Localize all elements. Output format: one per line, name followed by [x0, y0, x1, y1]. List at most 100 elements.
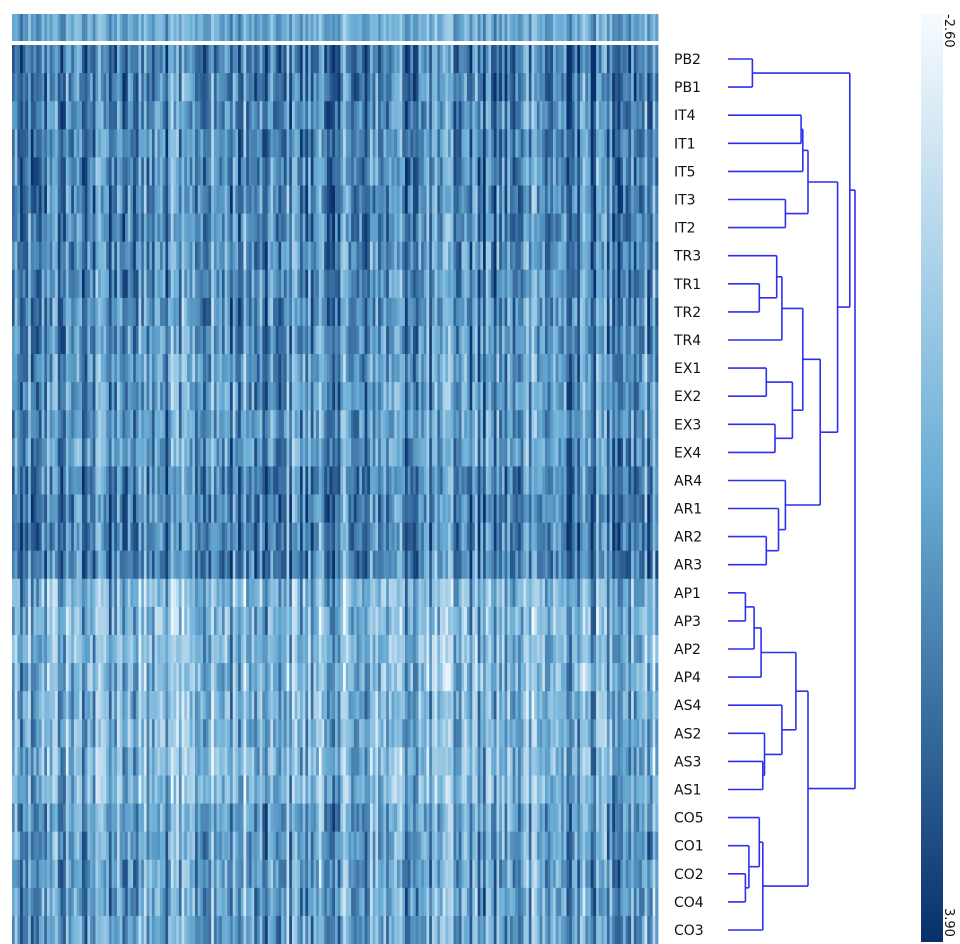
heatmap-cell [356, 157, 360, 186]
heatmap-cell [577, 494, 581, 523]
heatmap-cell [122, 297, 126, 327]
heatmap-cell [604, 382, 608, 411]
heatmap-cell [442, 241, 446, 271]
heatmap-cell [254, 213, 258, 243]
heatmap-cell [343, 354, 347, 383]
heatmap-cell [116, 73, 121, 102]
heatmap-cell [291, 213, 296, 243]
heatmap-cell [267, 578, 271, 608]
column-annotation-cell [310, 14, 314, 41]
heatmap-cell [453, 382, 457, 411]
heatmap-cell [76, 578, 80, 608]
heatmap-cell [369, 325, 374, 355]
heatmap-cell [176, 101, 180, 130]
heatmap-cell [450, 325, 454, 355]
heatmap-cell [536, 550, 540, 580]
heatmap-cell [270, 157, 274, 186]
heatmap-cell [348, 382, 352, 411]
heatmap-cell [431, 522, 435, 552]
heatmap-cell [577, 45, 581, 74]
heatmap-cell [130, 438, 134, 467]
heatmap-cell [294, 354, 298, 383]
heatmap-cell [509, 185, 514, 214]
heatmap-cell [165, 45, 169, 74]
heatmap-cell [378, 73, 382, 102]
heatmap-cell [300, 185, 304, 214]
heatmap-cell [474, 578, 479, 608]
heatmap-cell [386, 522, 390, 552]
heatmap-cell [348, 438, 352, 467]
heatmap-cell [41, 550, 45, 580]
heatmap-cell [57, 213, 61, 243]
heatmap-cell [461, 185, 465, 214]
heatmap-cell [523, 101, 527, 130]
heatmap-cell [461, 297, 465, 327]
heatmap-cell [240, 494, 244, 523]
heatmap-cell [585, 382, 589, 411]
heatmap-cell [501, 185, 505, 214]
heatmap-cell [20, 410, 24, 439]
heatmap-cell [151, 241, 156, 271]
heatmap-cell [526, 73, 530, 102]
heatmap-cell [273, 578, 277, 608]
heatmap-cell [585, 157, 589, 186]
heatmap-cell [181, 410, 185, 439]
heatmap-cell [523, 73, 527, 102]
heatmap-cell [238, 45, 242, 74]
heatmap-cell [246, 438, 250, 467]
heatmap-cell [103, 466, 107, 495]
heatmap-cell [461, 157, 465, 186]
heatmap-cell [553, 382, 557, 411]
heatmap-cell [329, 410, 333, 439]
heatmap-cell [633, 382, 637, 411]
heatmap-cell [601, 101, 605, 130]
heatmap-cell [68, 213, 72, 243]
heatmap-cell [340, 157, 344, 186]
heatmap-cell [464, 297, 468, 327]
heatmap-cell [590, 157, 594, 186]
heatmap-cell [33, 578, 37, 608]
heatmap-cell [200, 522, 204, 552]
heatmap-cell [383, 269, 387, 299]
heatmap-cell [265, 466, 269, 495]
heatmap-cell [474, 269, 479, 299]
heatmap-cell [439, 410, 444, 439]
column-annotation-cell [450, 14, 454, 41]
heatmap-cell [22, 410, 26, 439]
heatmap-cell [286, 297, 290, 327]
heatmap-cell [232, 550, 236, 580]
heatmap-cell [343, 45, 347, 74]
heatmap-cell [143, 550, 147, 580]
heatmap-cell [25, 382, 29, 411]
heatmap-cell [275, 354, 279, 383]
heatmap-cell [474, 129, 479, 158]
heatmap-cell [421, 578, 425, 608]
heatmap-cell [122, 438, 126, 467]
heatmap-cell [195, 213, 199, 243]
heatmap-cell [555, 297, 559, 327]
heatmap-cell [103, 410, 107, 439]
column-annotation-cell [612, 14, 616, 41]
heatmap-cell [415, 550, 419, 580]
heatmap-cell [326, 494, 331, 523]
heatmap-cell [413, 101, 417, 130]
heatmap-cell [649, 241, 654, 271]
heatmap-cell [526, 213, 530, 243]
heatmap-cell [114, 354, 118, 383]
column-annotation-cell [170, 14, 174, 41]
heatmap-cell [528, 522, 532, 552]
heatmap-cell [652, 438, 656, 467]
heatmap-cell [25, 129, 29, 158]
heatmap-cell [655, 354, 659, 383]
heatmap-cell [421, 325, 425, 355]
heatmap-cell [558, 101, 562, 130]
heatmap-cell [92, 578, 96, 608]
heatmap-cell [289, 382, 293, 411]
heatmap-cell [297, 438, 301, 467]
heatmap-cell [122, 354, 126, 383]
heatmap-cell [205, 45, 209, 74]
heatmap-cell [636, 73, 640, 102]
heatmap-cell [504, 129, 508, 158]
heatmap-cell [60, 438, 64, 467]
column-annotation-cell [496, 14, 500, 41]
